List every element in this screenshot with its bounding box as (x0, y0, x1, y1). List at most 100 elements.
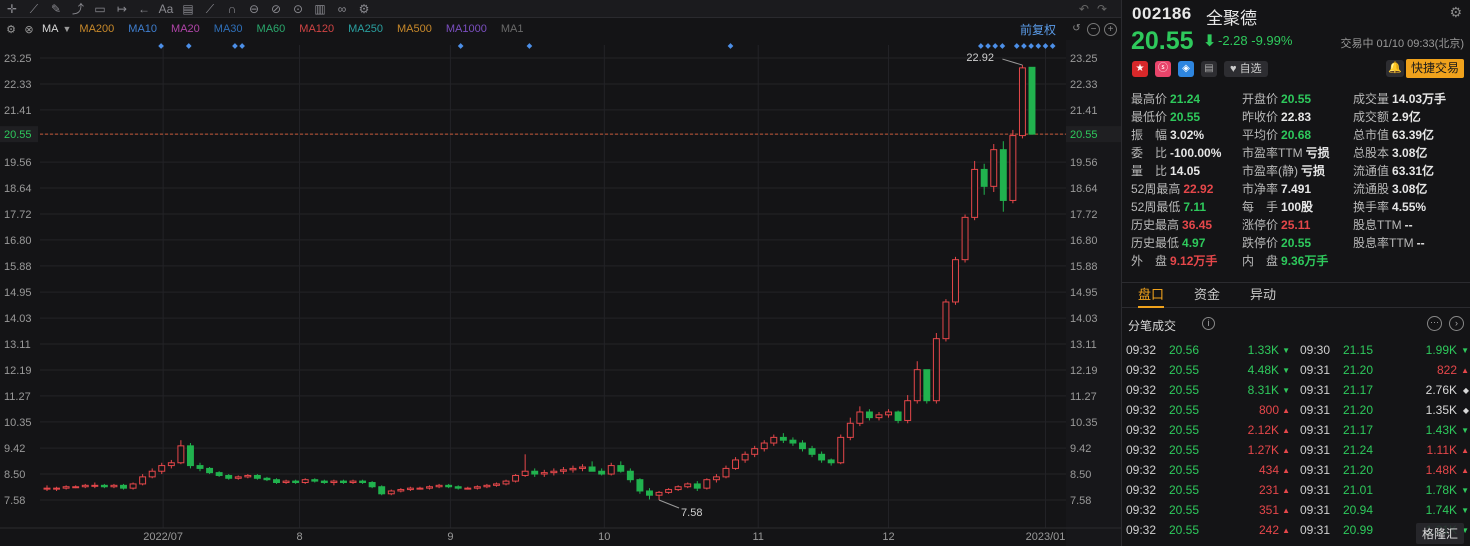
bell-icon[interactable]: 🔔 (1386, 60, 1404, 77)
x-tick-label: 10 (598, 531, 610, 543)
y-tick-label: 22.33 (1070, 79, 1098, 91)
add-watchlist-button[interactable]: ♥ 自选 (1224, 60, 1268, 77)
candle-body (789, 439, 797, 444)
candle-body (512, 474, 520, 482)
ma-legend-item[interactable]: MA1 (500, 23, 524, 35)
measure-icon[interactable]: ↦ (116, 1, 128, 16)
line-icon[interactable]: ⟋ (29, 1, 39, 16)
info-icon[interactable]: i (1202, 317, 1215, 330)
reset-icon[interactable]: ↺ (1072, 22, 1081, 34)
ma-legend-item[interactable]: MA250 (348, 23, 383, 35)
candlestick-chart[interactable]: 23.25 23.25 22.33 22.33 21.41 21.41 19.56 19.56… (0, 0, 1121, 546)
tick-direction-icon: ▲ (1461, 366, 1469, 375)
more-icon[interactable]: ··· (1427, 316, 1442, 331)
ruler-icon[interactable]: ▭ (94, 1, 106, 16)
note-icon[interactable]: ▤ (1201, 60, 1217, 77)
candle-body (91, 484, 99, 487)
arrow-back-icon[interactable]: ← (138, 1, 150, 16)
ma-legend-item[interactable]: MA10 (128, 23, 158, 35)
price-axis-background (1066, 40, 1121, 546)
candle-body (607, 465, 615, 475)
undo-icon[interactable]: ↶ (1078, 2, 1089, 16)
candle-body (244, 474, 252, 478)
tab-2[interactable]: 异动 (1250, 287, 1277, 302)
ma-legend-item[interactable]: MA30 (213, 23, 243, 35)
tick-direction-icon: ◆ (1462, 386, 1469, 395)
ma-close-icon[interactable]: ⊗ (24, 23, 34, 36)
eye-off-icon[interactable]: ⊘ (270, 1, 282, 16)
crosshair-icon[interactable]: ✛ (6, 1, 18, 16)
comment-icon[interactable]: ▤ (182, 1, 194, 16)
candle-body (282, 480, 290, 484)
redo-icon[interactable]: ↷ (1096, 2, 1107, 16)
tab-1[interactable]: 资金 (1194, 287, 1221, 302)
stat-label: 跌停价 (1242, 236, 1279, 250)
candle-body (808, 448, 816, 455)
stat-value: 4.55% (1392, 200, 1427, 214)
chart-area[interactable]: 23.25 23.25 22.33 22.33 21.41 21.41 19.56 19.56… (0, 0, 1121, 546)
tick-price: 20.55 (1169, 363, 1200, 377)
stat-cell: 每 手 100股 (1242, 198, 1353, 216)
tick-direction-icon: ▼ (1461, 526, 1469, 535)
pen-icon[interactable]: ✎ (50, 1, 62, 16)
event-marker (727, 43, 734, 49)
panel-tabs: 盘口 资金 异动 (1122, 282, 1470, 308)
stat-cell: 委 比 -100.00% (1131, 144, 1242, 162)
ma-settings-icon[interactable]: ⚙ (6, 23, 16, 36)
tick-volume: 351 (1258, 503, 1279, 517)
tick-time: 09:31 (1300, 443, 1331, 457)
link-icon[interactable]: ⊖ (248, 1, 260, 16)
tab-0[interactable]: 盘口 (1138, 282, 1165, 308)
quick-trade-button[interactable]: 快捷交易 (1405, 59, 1464, 78)
stat-cell: 市盈率TTM 亏损 (1242, 144, 1353, 162)
ma-legend-item[interactable]: MA500 (397, 23, 432, 35)
trade-status: 交易中 01/10 09:33(北京) (1340, 38, 1465, 50)
candle-body (722, 467, 730, 478)
stat-value: 7.11 (1183, 200, 1207, 214)
stat-label: 最高价 (1131, 92, 1168, 106)
zoom-in-icon[interactable]: + (1104, 22, 1117, 36)
stat-label: 涨停价 (1242, 218, 1279, 232)
stat-label: 外 盘 (1131, 254, 1168, 268)
stat-value: 7.491 (1281, 182, 1312, 196)
low-annotation: 7.58 (681, 507, 702, 519)
candle-body (942, 301, 950, 340)
ma-legend-item[interactable]: MA200 (79, 23, 115, 35)
trend-icon[interactable]: ⤴ (71, 1, 84, 16)
stat-cell: 成交额 2.9亿 (1353, 108, 1464, 126)
trash-icon[interactable]: ▥ (314, 1, 326, 16)
settings-icon[interactable]: ⚙ (358, 1, 370, 16)
panel-settings-icon[interactable]: ⚙ (1449, 4, 1462, 20)
layers-icon[interactable]: ∞ (337, 1, 347, 16)
stat-cell: 总市值 63.39亿 (1353, 126, 1464, 144)
text-icon[interactable]: Aa (158, 1, 174, 16)
candle-body (588, 466, 596, 472)
ma-legend-item[interactable]: MA1000 (445, 23, 487, 35)
expand-icon[interactable]: › (1449, 316, 1464, 331)
high-annotation: 22.92 (966, 52, 994, 64)
stat-row: 量 比 14.05 市盈率(静) 亏损 流通值 63.31亿 (1131, 162, 1470, 180)
candle-body (579, 466, 586, 469)
ma-legend-item[interactable]: MA20 (171, 23, 200, 35)
tick-price: 20.55 (1169, 403, 1200, 417)
stat-value: 100股 (1281, 200, 1314, 214)
stock-name: 全聚德 (1206, 9, 1257, 28)
lock-icon[interactable]: ⊙ (292, 1, 304, 16)
brush-icon[interactable]: ⟋ (205, 1, 215, 16)
adjust-button[interactable]: 前复权 (1019, 22, 1056, 37)
down-arrow-icon: ⬇ (1203, 33, 1217, 50)
magnet-icon[interactable]: ∩ (227, 1, 237, 16)
chevron-down-icon[interactable]: ▼ (62, 24, 72, 34)
candle-body (110, 484, 118, 488)
ma-legend-item[interactable]: MA60 (256, 23, 286, 35)
tick-row: 09:32 20.56 1.33K ▼ 09:30 21.15 1.99K ▼ (1122, 340, 1470, 360)
hk-connect-icon[interactable]: ◈ (1178, 60, 1194, 77)
ma-legend-item[interactable]: MA120 (299, 23, 335, 35)
candle-body (225, 474, 233, 479)
candle-body (674, 486, 682, 491)
stat-label: 市盈率TTM (1242, 146, 1303, 160)
zoom-out-icon[interactable]: − (1087, 22, 1100, 36)
ma-select[interactable]: MA (42, 23, 59, 35)
china-flag-icon[interactable]: ★ (1132, 60, 1148, 77)
margin-icon[interactable]: ⓢ (1155, 60, 1171, 77)
